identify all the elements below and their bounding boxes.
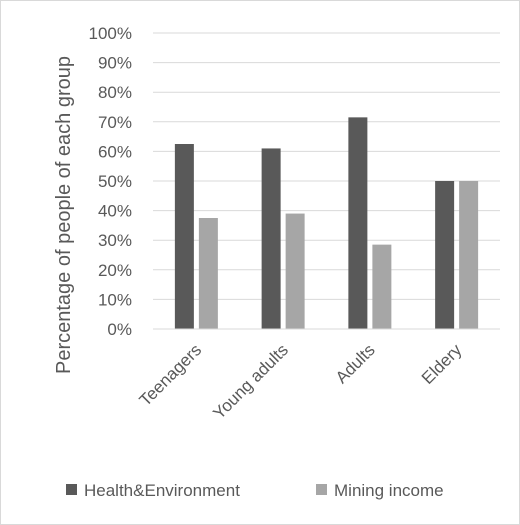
bar-mining-income-eldery: [459, 181, 479, 329]
y-tick-label: 60%: [98, 142, 132, 161]
x-axis-tick-labels: Teenagers Young adults Adults Eldery: [136, 340, 466, 423]
y-tick-label: 20%: [98, 261, 132, 280]
legend-label: Mining income: [334, 481, 444, 500]
bar-health-environment-young-adults: [261, 148, 281, 329]
y-axis-label: Percentage of people of each group: [53, 56, 75, 374]
bar-mining-income-young-adults: [285, 213, 305, 329]
bar-mining-income-adults: [372, 244, 392, 329]
y-tick-label: 50%: [98, 172, 132, 191]
legend-swatch: [66, 484, 77, 495]
x-tick-label: Adults: [332, 340, 379, 387]
legend: Health&Environment Mining income: [66, 481, 444, 500]
legend-label: Health&Environment: [84, 481, 240, 500]
bar-health-environment-adults: [348, 117, 368, 329]
y-tick-label: 90%: [98, 54, 132, 73]
x-tick-label: Eldery: [418, 340, 466, 388]
y-tick-label: 80%: [98, 83, 132, 102]
legend-swatch: [316, 484, 327, 495]
x-tick-label: Teenagers: [136, 340, 206, 410]
y-tick-label: 40%: [98, 202, 132, 221]
y-tick-label: 0%: [107, 320, 132, 339]
y-tick-label: 30%: [98, 231, 132, 250]
bar-health-environment-teenagers: [174, 144, 194, 329]
bar-health-environment-eldery: [435, 181, 455, 329]
y-tick-label: 10%: [98, 290, 132, 309]
x-tick-label: Young adults: [209, 340, 292, 423]
y-axis-tick-labels: 0% 10% 20% 30% 40% 50% 60% 70% 80% 90% 100%: [89, 24, 132, 339]
bar-mining-income-teenagers: [198, 218, 218, 329]
bars: [174, 117, 479, 329]
y-tick-label: 100%: [89, 24, 132, 43]
y-tick-label: 70%: [98, 113, 132, 132]
